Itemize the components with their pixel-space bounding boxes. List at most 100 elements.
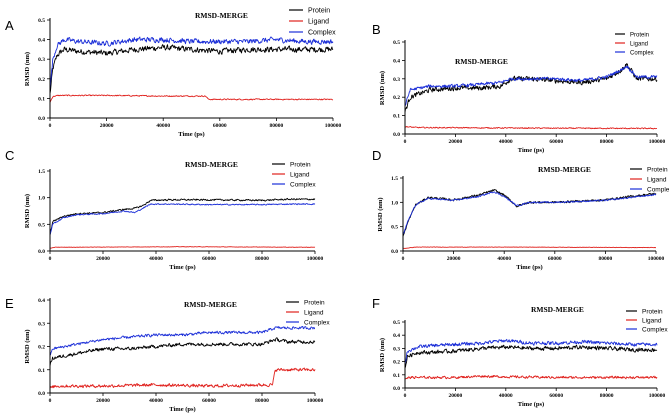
y-axis-label: RMSD (nm) <box>379 338 386 372</box>
legend: Protein Ligand Complex <box>272 161 316 188</box>
x-tick-label: 0 <box>404 139 407 145</box>
legend-label-ligand: Ligand <box>630 41 648 47</box>
x-tick-label: 0 <box>402 256 405 262</box>
legend: Protein Ligand Complex <box>626 308 668 333</box>
x-tick-label: 0 <box>49 398 52 404</box>
y-axis-label: RMSD (nm) <box>379 71 386 105</box>
panel-e: E RMSD-MERGE 0.0 0.1 0.2 0.3 0.4 0 20000 40000 600… <box>5 296 330 413</box>
y-tick-label: 0.0 <box>393 386 400 392</box>
panel-letter: A <box>5 18 14 33</box>
series-line-complex <box>405 338 658 366</box>
panel-letter: D <box>372 148 381 163</box>
y-tick-label: 0.0 <box>391 249 398 255</box>
legend-label-complex: Complex <box>630 50 654 56</box>
y-axis-label: RMSD (nm) <box>24 194 31 228</box>
x-tick-label: 60000 <box>549 139 563 145</box>
panel-letter: C <box>5 148 14 163</box>
x-tick-label: 100000 <box>649 139 666 145</box>
y-tick-label: 1.0 <box>38 196 45 202</box>
x-tick-label: 20000 <box>449 393 463 399</box>
y-tick-label: 0.5 <box>391 225 398 231</box>
legend-label-protein: Protein <box>630 32 649 38</box>
series-line-ligand <box>50 367 316 389</box>
y-tick-label: 1.5 <box>38 169 45 175</box>
series-line-complex <box>403 191 657 236</box>
y-tick-label: 0.5 <box>393 40 400 46</box>
x-tick-label: 40000 <box>499 393 513 399</box>
legend-label-protein: Protein <box>642 308 663 315</box>
series-line-ligand <box>405 375 658 380</box>
series-line-complex <box>50 36 334 90</box>
x-tick-label: 40000 <box>499 139 513 145</box>
series-group <box>50 197 316 249</box>
x-axis-label: Time (ps) <box>169 406 195 413</box>
chart-title: RMSD-MERGE <box>531 305 584 314</box>
x-axis-label: Time (ps) <box>169 264 195 271</box>
x-tick-label: 60000 <box>202 256 216 262</box>
x-tick-label: 100000 <box>649 393 666 399</box>
x-tick-label: 40000 <box>497 256 511 262</box>
series-line-complex <box>50 325 316 356</box>
panel-letter: E <box>5 296 14 311</box>
x-tick-label: 40000 <box>149 398 163 404</box>
y-tick-label: 0.4 <box>38 298 45 304</box>
series-line-protein <box>50 337 316 367</box>
panel-letter: F <box>372 296 380 311</box>
y-tick-label: 0.4 <box>393 333 400 339</box>
x-tick-label: 80000 <box>600 139 614 145</box>
chart-title: RMSD-MERGE <box>455 57 508 66</box>
x-tick-label: 20000 <box>96 256 110 262</box>
y-tick-label: 0.1 <box>393 114 400 120</box>
x-tick-label: 60000 <box>548 256 562 262</box>
x-tick-label: 60000 <box>202 398 216 404</box>
y-tick-label: 0.1 <box>393 373 400 379</box>
series-group <box>50 36 334 103</box>
y-tick-label: 0.3 <box>38 57 45 63</box>
x-axis-label: Time (ps) <box>518 401 544 408</box>
y-tick-label: 0.2 <box>38 345 45 351</box>
y-tick-label: 1.0 <box>391 200 398 206</box>
x-tick-label: 80000 <box>255 398 269 404</box>
x-tick-label: 0 <box>404 393 407 399</box>
x-tick-label: 20000 <box>447 256 461 262</box>
x-tick-label: 60000 <box>213 123 227 129</box>
series-line-protein <box>50 44 334 94</box>
legend-label-protein: Protein <box>308 7 330 14</box>
y-tick-label: 0.2 <box>393 360 400 366</box>
x-tick-label: 40000 <box>149 256 163 262</box>
legend: Protein Ligand Complex <box>286 299 330 326</box>
legend-label-ligand: Ligand <box>642 317 662 324</box>
x-tick-label: 20000 <box>100 123 114 129</box>
series-line-protein <box>405 344 658 369</box>
chart-title: RMSD-MERGE <box>184 300 237 309</box>
series-line-ligand <box>403 246 657 249</box>
series-line-ligand <box>50 246 316 249</box>
y-axis-label: RMSD (nm) <box>377 197 384 231</box>
y-tick-label: 1.5 <box>391 176 398 182</box>
x-tick-label: 80000 <box>600 393 614 399</box>
x-axis-label: Time (ps) <box>516 264 542 271</box>
y-tick-label: 0.0 <box>38 249 45 255</box>
series-line-protein <box>50 197 316 236</box>
x-tick-label: 80000 <box>255 256 269 262</box>
y-tick-label: 0.0 <box>38 391 45 397</box>
legend-label-ligand: Ligand <box>308 18 329 25</box>
legend: Protein Ligand Complex <box>630 166 669 193</box>
x-tick-label: 20000 <box>449 139 463 145</box>
legend-label-complex: Complex <box>290 181 316 188</box>
y-tick-label: 0.4 <box>393 58 400 64</box>
series-group <box>50 325 316 389</box>
y-tick-label: 0.0 <box>393 132 400 138</box>
series-line-complex <box>405 65 658 107</box>
series-line-ligand <box>405 125 657 130</box>
x-tick-label: 0 <box>49 256 52 262</box>
y-tick-label: 0.5 <box>38 222 45 228</box>
series-line-protein <box>403 189 657 237</box>
series-group <box>405 63 658 130</box>
chart-title: RMSD-MERGE <box>185 160 238 169</box>
x-tick-label: 100000 <box>307 398 324 404</box>
y-axis-label: RMSD (nm) <box>24 329 31 363</box>
legend-label-complex: Complex <box>304 319 330 326</box>
x-tick-label: 100000 <box>307 256 324 262</box>
